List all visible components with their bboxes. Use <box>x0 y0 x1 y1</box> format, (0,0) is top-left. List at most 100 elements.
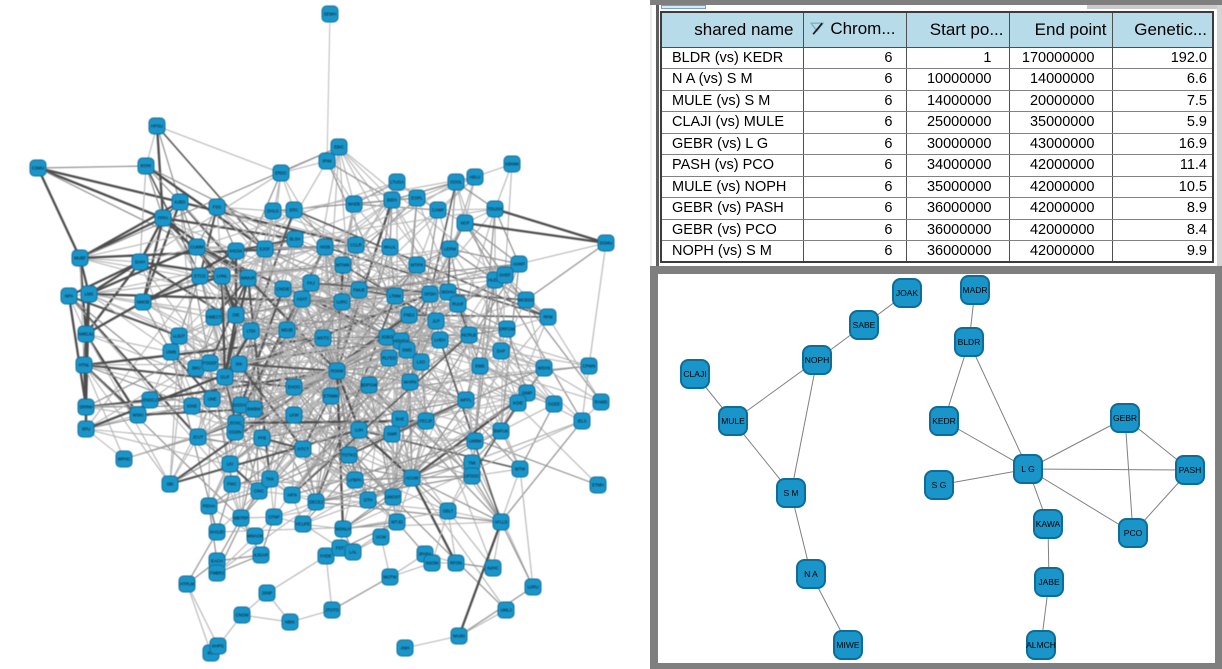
svg-text:GMR: GMR <box>387 432 397 437</box>
svg-text:FWC: FWC <box>227 482 237 487</box>
svg-text:WMAOK: WMAOK <box>247 534 263 539</box>
svg-text:ERDC: ERDC <box>275 171 287 176</box>
svg-text:S M: S M <box>783 488 798 498</box>
svg-text:ACUW: ACUW <box>406 476 419 481</box>
svg-text:GGEE: GGEE <box>548 402 560 407</box>
svg-text:CNIC: CNIC <box>254 489 264 494</box>
svg-text:MULE: MULE <box>721 416 745 426</box>
svg-text:NOPH: NOPH <box>805 355 830 365</box>
svg-text:ERC: ERC <box>290 208 299 213</box>
svg-text:IATCT: IATCT <box>297 447 309 452</box>
svg-text:HIGB: HIGB <box>320 245 330 250</box>
svg-text:BLSH: BLSH <box>290 237 301 242</box>
svg-text:SBI: SBI <box>167 482 174 487</box>
svg-text:AFLLD: AFLLD <box>494 520 507 525</box>
svg-text:SABE: SABE <box>853 320 876 330</box>
svg-text:LMS: LMS <box>85 292 94 297</box>
svg-text:MIWE: MIWE <box>836 640 859 650</box>
svg-text:JWU: JWU <box>191 366 200 371</box>
svg-text:GGOAD: GGOAD <box>233 403 249 408</box>
svg-text:L G: L G <box>1021 464 1034 474</box>
svg-text:FOGEF: FOGEF <box>203 361 218 366</box>
svg-text:PFB: PFB <box>258 436 266 441</box>
svg-text:UJH: UJH <box>355 428 363 433</box>
svg-text:ENDCJ: ENDCJ <box>143 398 157 403</box>
svg-text:NBIK: NBIK <box>285 620 295 625</box>
svg-text:GTH: GTH <box>364 498 373 503</box>
svg-text:MADR: MADR <box>962 285 987 295</box>
svg-text:KAWA: KAWA <box>1036 519 1061 529</box>
svg-text:ETCG: ETCG <box>194 274 206 279</box>
svg-text:KJBD: KJBD <box>175 200 186 205</box>
svg-text:WSKI: WSKI <box>133 413 144 418</box>
svg-text:MDJB: MDJB <box>281 328 293 333</box>
svg-text:WAEB: WAEB <box>348 202 360 207</box>
svg-text:CUMM: CUMM <box>190 245 204 250</box>
svg-text:EOPL: EOPL <box>411 196 423 201</box>
svg-text:FECJF: FECJF <box>419 419 432 424</box>
svg-text:EOSC: EOSC <box>230 421 242 426</box>
svg-text:OIE: OIE <box>232 313 239 318</box>
svg-text:DRFGM: DRFGM <box>499 327 515 332</box>
svg-text:KBNIM: KBNIM <box>505 162 519 167</box>
svg-text:HTPLM: HTPLM <box>180 582 195 587</box>
svg-text:NCRLB: NCRLB <box>462 333 476 338</box>
svg-text:LTUGA: LTUGA <box>390 180 404 185</box>
svg-text:GLIF: GLIF <box>220 375 230 380</box>
svg-text:ROIIW: ROIIW <box>331 369 344 374</box>
svg-text:KHSJD: KHSJD <box>210 530 224 535</box>
svg-text:HMECT: HMECT <box>207 315 222 320</box>
svg-text:LFBPA: LFBPA <box>349 478 362 483</box>
svg-text:HTNL: HTNL <box>79 363 91 368</box>
svg-text:EACH: EACH <box>211 559 223 564</box>
svg-text:TMI: TMI <box>468 461 475 466</box>
svg-text:BMFUK: BMFUK <box>494 429 509 434</box>
svg-text:BIEH: BIEH <box>387 198 397 203</box>
svg-text:FSG: FSG <box>213 205 222 210</box>
svg-text:IELS: IELS <box>577 419 586 424</box>
svg-text:AUWF: AUWF <box>513 262 526 267</box>
svg-text:PIDHA: PIDHA <box>203 504 216 509</box>
svg-text:NJHC: NJHC <box>487 566 498 571</box>
svg-text:WTJG: WTJG <box>391 520 403 525</box>
svg-text:UNE: UNE <box>208 397 217 402</box>
svg-text:PCO: PCO <box>1124 528 1143 538</box>
svg-text:ABLU: ABLU <box>470 175 481 180</box>
svg-text:ANH: ANH <box>401 646 410 651</box>
svg-text:CNGM: CNGM <box>236 613 249 618</box>
svg-text:OFDH: OFDH <box>424 292 436 297</box>
svg-text:GBLT: GBLT <box>443 509 454 514</box>
svg-text:KOIE: KOIE <box>513 401 523 406</box>
svg-text:MTIWK: MTIWK <box>336 263 350 268</box>
svg-text:LWBM: LWBM <box>469 439 482 444</box>
svg-text:UMLJ: UMLJ <box>501 608 512 613</box>
svg-text:S G: S G <box>932 480 947 490</box>
svg-text:DAIH: DAIH <box>135 260 145 265</box>
svg-text:RAWD: RAWD <box>595 400 608 405</box>
svg-text:CNGIE: CNGIE <box>276 287 289 292</box>
svg-text:IMMUR: IMMUR <box>241 276 255 281</box>
svg-text:CPWN: CPWN <box>583 364 596 369</box>
svg-text:UFOOC: UFOOC <box>464 474 479 479</box>
svg-text:KJGAR: KJGAR <box>254 553 268 558</box>
svg-text:WOHU: WOHU <box>441 290 454 295</box>
svg-text:TDUSH: TDUSH <box>488 207 502 212</box>
svg-text:JSNP: JSNP <box>262 591 273 596</box>
svg-text:CLAJI: CLAJI <box>683 369 706 379</box>
svg-text:FMUE: FMUE <box>353 288 365 293</box>
svg-text:JCUT: JCUT <box>193 435 204 440</box>
svg-text:WFFL: WFFL <box>460 398 472 403</box>
svg-text:WSHS: WSHS <box>538 366 551 371</box>
svg-text:EJOF: EJOF <box>260 247 271 252</box>
svg-text:LHNL: LHNL <box>217 274 228 279</box>
svg-text:WSNLH: WSNLH <box>335 527 350 532</box>
svg-text:DGMU: DGMU <box>600 241 613 246</box>
svg-text:SPU: SPU <box>82 427 91 432</box>
svg-text:SEWH: SEWH <box>324 12 337 17</box>
svg-text:NPA: NPA <box>65 294 74 299</box>
svg-text:IJWB: IJWB <box>166 350 176 355</box>
svg-text:FKJ: FKJ <box>307 281 314 286</box>
svg-text:BAE: BAE <box>396 417 405 422</box>
svg-text:CFNP: CFNP <box>268 515 280 520</box>
svg-text:EHOO: EHOO <box>288 385 301 390</box>
